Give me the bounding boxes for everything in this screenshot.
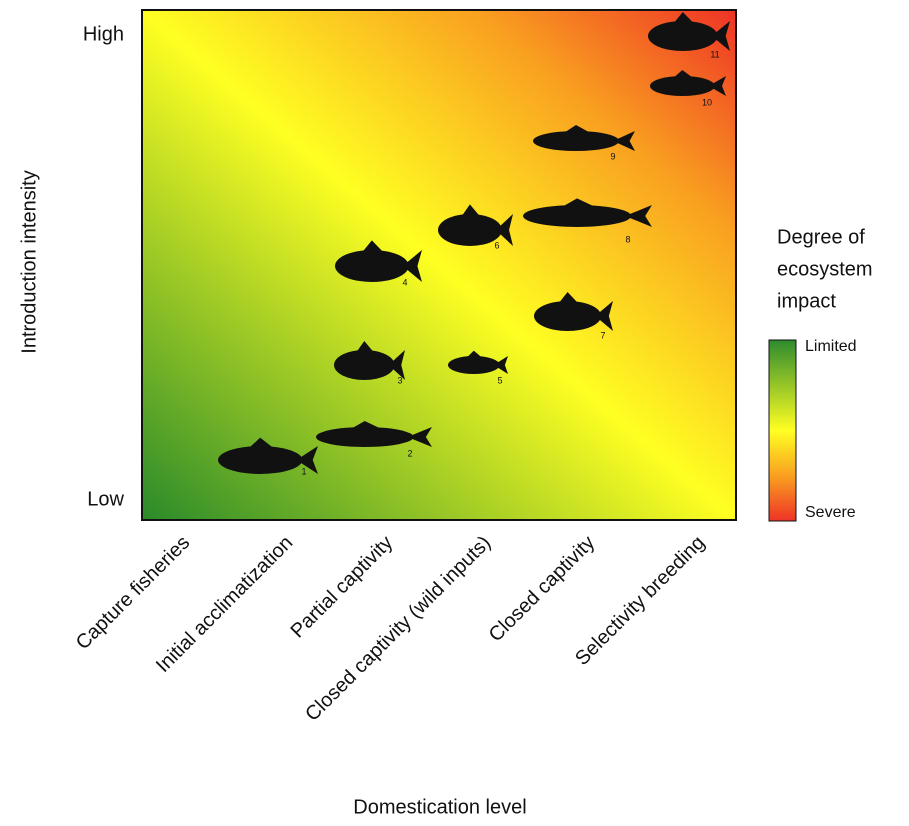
y-axis-title: Introduction intensity — [18, 170, 40, 353]
fish — [533, 125, 635, 151]
fish — [523, 198, 652, 227]
fish-number: 7 — [600, 330, 605, 340]
legend-title: impact — [777, 290, 836, 312]
legend-label: Severe — [805, 504, 856, 521]
x-label: Capture fisheries — [72, 532, 194, 654]
fish-number: 5 — [497, 375, 502, 385]
fish — [438, 204, 513, 246]
y-label-high: High — [83, 23, 124, 45]
fish-fin — [350, 421, 384, 430]
fish-body — [334, 350, 395, 380]
fish-layer: 1 2 3 4 5 6 7 8 9 10 11 — [218, 12, 730, 476]
fish-number: 11 — [710, 49, 719, 59]
fish-body — [448, 356, 500, 374]
legend-title: Degree of — [777, 226, 865, 248]
fish-body — [648, 21, 718, 51]
fish-fin — [248, 437, 277, 451]
fish-tail — [711, 21, 730, 51]
fish-tail — [388, 350, 405, 380]
fish-number: 8 — [625, 234, 630, 244]
fish-tail — [613, 131, 635, 151]
fish-body — [533, 131, 619, 151]
fish-tail — [495, 214, 513, 246]
legend-title: ecosystem — [777, 258, 873, 280]
fish — [534, 292, 613, 331]
fish-number: 4 — [402, 277, 407, 287]
x-label: Closed captivity (wild inputs) — [301, 532, 495, 726]
fish — [448, 350, 508, 374]
fish-fin — [355, 341, 376, 355]
fish-tail — [296, 446, 318, 474]
fish — [316, 421, 432, 447]
fish-tail — [407, 427, 432, 447]
fish-body — [534, 301, 602, 331]
fish — [335, 240, 422, 282]
fish-fin — [558, 292, 581, 306]
fish-fin — [672, 12, 696, 26]
fish-body — [218, 446, 303, 474]
fish-tail — [708, 76, 726, 96]
fish-body — [650, 76, 715, 96]
legend-colorbar — [768, 339, 797, 522]
fish-fin — [466, 350, 484, 359]
fish-fin — [460, 204, 482, 219]
fish-number: 1 — [301, 466, 306, 476]
fish — [218, 437, 318, 474]
fish-tail — [493, 356, 508, 374]
fish-body — [316, 427, 414, 447]
plot-area — [141, 9, 737, 521]
x-label: Partial captivity — [287, 532, 398, 643]
fish-number: 9 — [610, 151, 615, 161]
fish-number: 3 — [397, 375, 402, 385]
fish-fin — [561, 198, 598, 209]
fish-body — [335, 250, 409, 282]
fish-body — [523, 205, 632, 227]
fish-tail — [402, 250, 422, 282]
fish-fin — [673, 70, 695, 79]
fish-fin — [563, 125, 593, 134]
x-axis-title: Domestication level — [353, 796, 526, 818]
fish-number: 6 — [494, 240, 499, 250]
fish-number: 2 — [407, 448, 412, 458]
legend-label: Limited — [805, 338, 857, 355]
fish-number: 10 — [702, 97, 712, 107]
fish-fin — [361, 240, 386, 255]
fish-body — [438, 214, 502, 246]
fish-tail — [595, 301, 613, 331]
fish — [648, 12, 730, 51]
x-label: Closed captivity — [485, 532, 600, 647]
fish-tail — [625, 205, 652, 227]
fish — [334, 341, 405, 380]
fish — [650, 70, 726, 96]
y-label-low: Low — [87, 488, 124, 510]
